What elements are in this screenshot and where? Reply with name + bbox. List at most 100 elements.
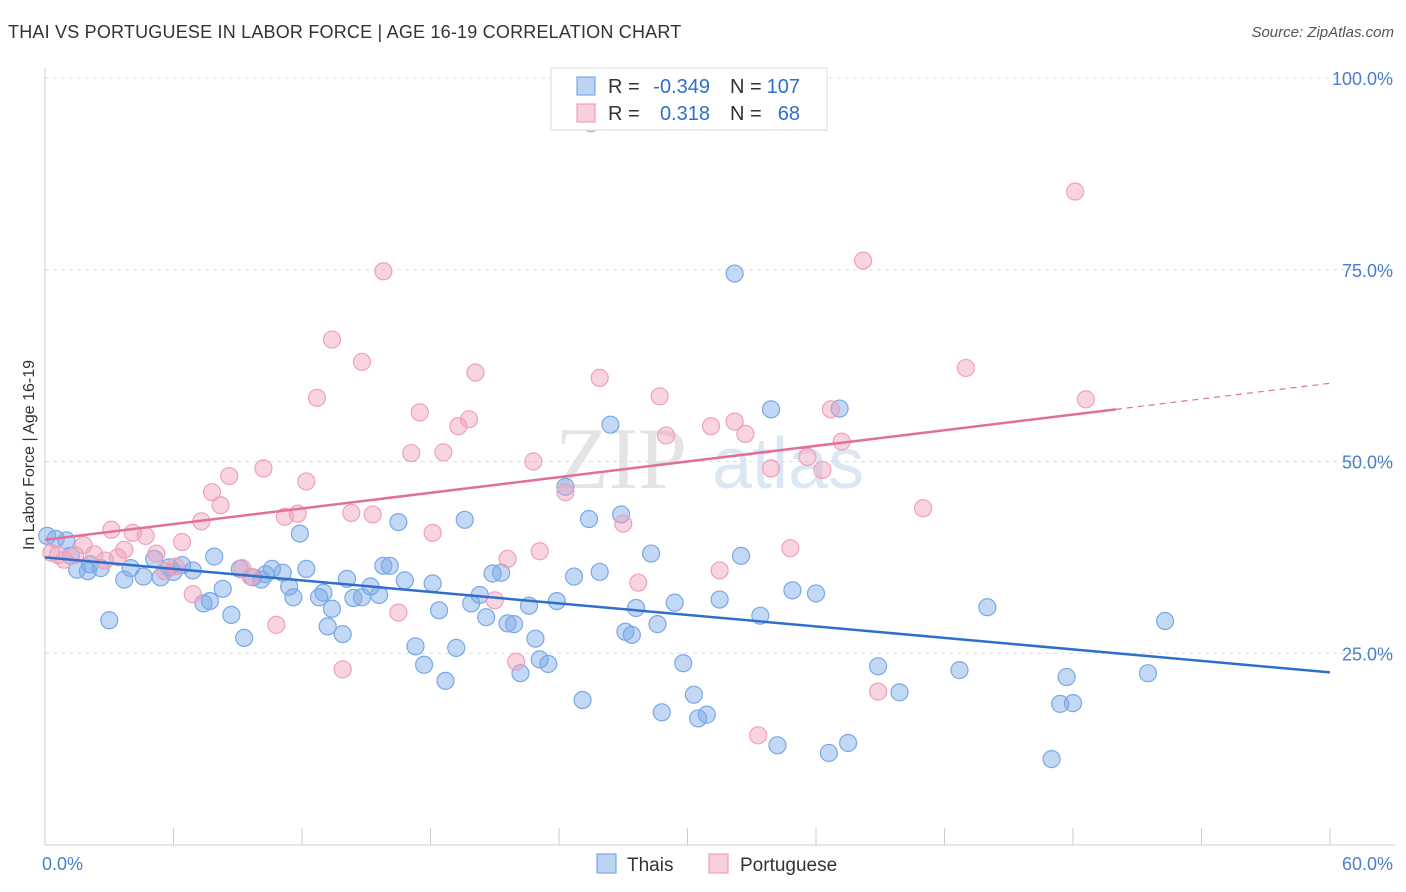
data-point <box>485 591 504 610</box>
data-point <box>821 400 841 419</box>
data-point <box>783 581 802 600</box>
data-point <box>466 363 485 382</box>
data-point <box>956 358 976 378</box>
data-point <box>1042 749 1061 769</box>
data-point <box>547 591 566 611</box>
data-point <box>284 588 303 607</box>
data-point <box>423 574 442 593</box>
x-tick-label: 0.0% <box>42 854 83 874</box>
data-point <box>890 683 909 702</box>
data-point <box>254 459 273 478</box>
data-point <box>701 417 721 436</box>
series-portuguese <box>42 114 1095 745</box>
data-point <box>913 499 933 518</box>
x-tick-label: 60.0% <box>1342 854 1393 874</box>
data-point <box>322 599 342 618</box>
data-point <box>213 579 232 598</box>
data-point <box>134 567 153 586</box>
data-point <box>978 598 997 617</box>
data-point <box>736 424 755 443</box>
data-point <box>731 546 751 565</box>
data-point <box>1063 694 1083 713</box>
data-point <box>725 412 744 431</box>
data-point <box>556 483 575 502</box>
data-point <box>459 410 479 429</box>
data-point <box>1051 694 1070 713</box>
data-point <box>768 736 787 755</box>
data-point <box>590 368 609 387</box>
data-point <box>749 726 768 745</box>
data-point <box>318 617 337 636</box>
y-tick-label: 25.0% <box>1342 644 1393 664</box>
data-point <box>363 505 382 524</box>
legend-label-thais: Thais <box>627 855 673 876</box>
data-point <box>839 733 858 753</box>
data-point <box>172 532 192 552</box>
data-point <box>267 615 286 634</box>
data-point <box>395 571 414 590</box>
data-point <box>136 526 155 545</box>
data-point <box>477 608 496 627</box>
data-point <box>297 472 316 491</box>
data-point <box>710 561 729 580</box>
legend-swatch <box>576 103 596 123</box>
data-point <box>200 591 220 611</box>
data-point <box>622 625 641 644</box>
data-point <box>414 655 434 674</box>
data-point <box>222 605 241 625</box>
source-credit: Source: ZipAtlas.com <box>1251 24 1394 41</box>
data-point <box>652 703 671 722</box>
data-point <box>447 638 466 657</box>
legend-r-label: R = <box>608 103 640 125</box>
data-point <box>202 483 222 502</box>
data-point <box>869 682 888 701</box>
data-point <box>1057 667 1076 687</box>
data-point <box>530 542 549 561</box>
legend-r-value: 0.318 <box>660 103 710 125</box>
data-point <box>342 503 361 522</box>
data-point <box>656 426 676 445</box>
data-point <box>205 547 224 566</box>
data-point <box>626 598 646 618</box>
y-tick-label: 50.0% <box>1342 453 1393 473</box>
axes <box>44 68 1395 846</box>
data-point <box>290 524 309 543</box>
x-tick-labels: 0.0% 60.0% <box>42 854 1393 874</box>
legend-swatch-thais <box>596 853 617 874</box>
data-point <box>100 611 119 630</box>
data-point <box>115 570 134 589</box>
trend-line-portuguese <box>44 408 1116 541</box>
trend-line-thais <box>44 556 1331 674</box>
data-point <box>564 567 584 586</box>
data-point <box>429 601 449 620</box>
data-point <box>297 559 316 578</box>
y-tick-labels: 100.0% 75.0% 50.0% 25.0% <box>1332 69 1393 664</box>
data-point <box>798 447 817 466</box>
data-point <box>1076 390 1095 409</box>
data-point <box>710 590 729 609</box>
data-point <box>211 496 230 515</box>
trend-extension-portuguese <box>1115 382 1331 410</box>
data-point <box>650 387 669 406</box>
legend-n-value: 68 <box>778 103 800 125</box>
data-point <box>333 660 352 679</box>
y-tick-label: 75.0% <box>1342 261 1393 281</box>
data-point <box>806 584 826 603</box>
data-point <box>641 544 661 563</box>
data-point <box>389 603 408 622</box>
data-point <box>819 743 838 763</box>
data-point <box>380 556 399 575</box>
legend-swatch <box>576 76 596 96</box>
data-point <box>781 539 800 558</box>
data-point <box>307 388 327 407</box>
data-point <box>725 264 744 283</box>
data-point <box>183 585 202 604</box>
data-point <box>761 400 781 419</box>
data-point <box>579 509 599 529</box>
y-tick-label: 100.0% <box>1332 69 1393 89</box>
data-point <box>1155 611 1175 631</box>
data-point <box>665 593 684 612</box>
data-point <box>601 415 620 434</box>
data-point <box>511 664 530 683</box>
data-point <box>498 614 517 633</box>
